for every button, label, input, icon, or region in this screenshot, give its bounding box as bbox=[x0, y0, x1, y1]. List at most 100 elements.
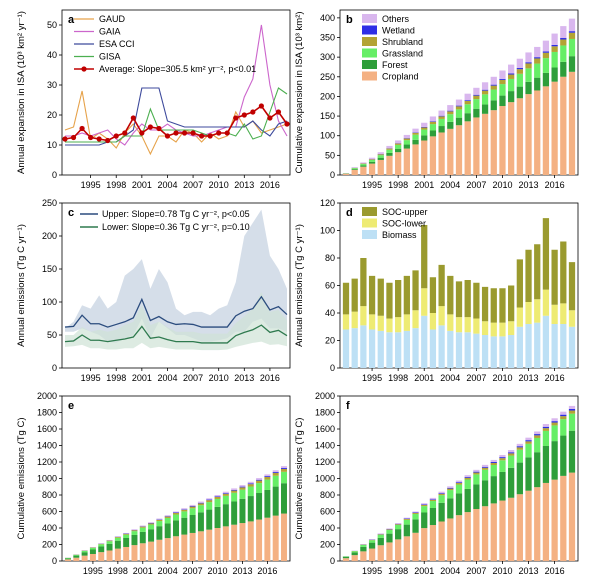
bar-grassland bbox=[560, 419, 567, 436]
bar-biomass bbox=[568, 326, 576, 368]
bar-forest bbox=[81, 552, 88, 556]
bar-grassland bbox=[473, 99, 480, 109]
bar-shrubland bbox=[377, 534, 384, 535]
bar-others bbox=[551, 33, 558, 45]
bar-grassland bbox=[403, 140, 410, 145]
bar-grassland bbox=[231, 492, 238, 502]
bar-others bbox=[239, 485, 246, 487]
bar-soclower bbox=[481, 321, 489, 335]
bar-cropland bbox=[181, 534, 188, 561]
bar-cropland bbox=[403, 536, 410, 561]
data-point bbox=[139, 130, 145, 136]
legend-label: Wetland bbox=[382, 26, 415, 36]
bar-others bbox=[412, 511, 419, 513]
bar-others bbox=[214, 495, 221, 497]
bar-grassland bbox=[181, 511, 188, 518]
bar-grassland bbox=[455, 484, 463, 494]
bar-soclower bbox=[525, 302, 532, 324]
legend-label: Grassland bbox=[382, 49, 423, 59]
panel-label-c: c bbox=[68, 207, 74, 219]
bar-others bbox=[360, 162, 367, 164]
bar-cropland bbox=[438, 521, 445, 561]
bar-biomass bbox=[447, 330, 454, 368]
bar-forest bbox=[173, 520, 179, 537]
bar-cropland bbox=[499, 500, 506, 561]
y-tick-label-a: 30 bbox=[47, 80, 57, 90]
bar-grassland bbox=[368, 540, 376, 543]
bar-biomass bbox=[386, 332, 393, 368]
panel-label-e: e bbox=[68, 400, 74, 412]
x-tick-label-d: 1998 bbox=[388, 373, 408, 383]
bar-shrubland bbox=[455, 106, 463, 110]
bar-grassland bbox=[421, 129, 428, 136]
bar-wetland bbox=[197, 502, 204, 504]
bar-grassland bbox=[281, 471, 287, 484]
data-point bbox=[62, 136, 68, 142]
bar-grassland bbox=[568, 413, 576, 431]
x-tick-label-a: 2016 bbox=[260, 180, 280, 190]
y-tick-label-d: 60 bbox=[325, 281, 335, 291]
bar-forest bbox=[281, 483, 287, 514]
legend-label: Forest bbox=[382, 60, 408, 70]
bar-cropland bbox=[197, 531, 204, 561]
bar-others bbox=[189, 504, 196, 507]
bar-grassland bbox=[568, 38, 576, 57]
bar-grassland bbox=[438, 118, 445, 127]
bar-cropland bbox=[525, 490, 532, 561]
bar-others bbox=[516, 443, 523, 447]
y-tick-label-a: 50 bbox=[47, 20, 57, 30]
bar-wetland bbox=[534, 57, 541, 59]
bar-wetland bbox=[239, 486, 246, 488]
y-tick-label-f: 2000 bbox=[315, 391, 335, 401]
bar-grassland bbox=[464, 479, 471, 489]
bar-shrubland bbox=[508, 453, 515, 456]
panel-f: 0 200 400 600 800 1000 1200 1400 1600 1800 2000 199… bbox=[294, 391, 579, 576]
bar-socupper bbox=[525, 249, 532, 302]
bar-grassland bbox=[455, 109, 463, 118]
bar-soclower bbox=[499, 322, 506, 337]
bar-grassland bbox=[438, 495, 445, 503]
x-tick-label-b: 1995 bbox=[362, 180, 382, 190]
bar-socupper bbox=[481, 286, 489, 322]
bar-shrubland bbox=[264, 476, 271, 480]
y-tick-label-e: 1600 bbox=[37, 424, 57, 434]
bar-cropland bbox=[534, 90, 541, 175]
x-tick-label-a: 1995 bbox=[81, 180, 101, 190]
bar-cropland bbox=[360, 166, 367, 175]
bar-grassland bbox=[525, 443, 532, 458]
bar-others bbox=[525, 437, 532, 441]
bar-shrubland bbox=[429, 121, 437, 125]
bar-others bbox=[421, 503, 428, 505]
bar-forest bbox=[360, 546, 367, 552]
data-point bbox=[96, 136, 102, 142]
bar-cropland bbox=[342, 173, 350, 175]
data-point bbox=[70, 134, 77, 141]
bar-wetland bbox=[247, 483, 254, 485]
bar-others bbox=[499, 70, 506, 79]
bar-biomass bbox=[508, 335, 515, 368]
bar-soclower bbox=[421, 288, 428, 316]
bar-others bbox=[139, 525, 146, 527]
bar-soclower bbox=[395, 317, 402, 333]
bar-wetland bbox=[551, 44, 558, 47]
x-tick-label-f: 2010 bbox=[492, 566, 512, 576]
x-tick-label-d: 2016 bbox=[545, 373, 565, 383]
bar-grassland bbox=[114, 537, 121, 541]
bar-grassland bbox=[412, 513, 419, 520]
bar-forest bbox=[534, 452, 541, 488]
legend-swatch bbox=[362, 207, 377, 216]
bar-grassland bbox=[156, 521, 163, 527]
bar-soclower bbox=[438, 306, 445, 326]
bar-forest bbox=[206, 509, 213, 530]
bar-shrubland bbox=[386, 529, 393, 531]
bar-grassland bbox=[368, 159, 376, 162]
data-point bbox=[88, 134, 94, 141]
bar-cropland bbox=[239, 523, 246, 561]
bar-soclower bbox=[560, 303, 567, 324]
bar-soclower bbox=[351, 311, 358, 329]
bar-grassland bbox=[464, 104, 471, 114]
legend-swatch bbox=[362, 218, 377, 228]
bar-cropland bbox=[568, 472, 576, 561]
bar-others bbox=[490, 459, 497, 462]
bar-soclower bbox=[455, 317, 463, 333]
